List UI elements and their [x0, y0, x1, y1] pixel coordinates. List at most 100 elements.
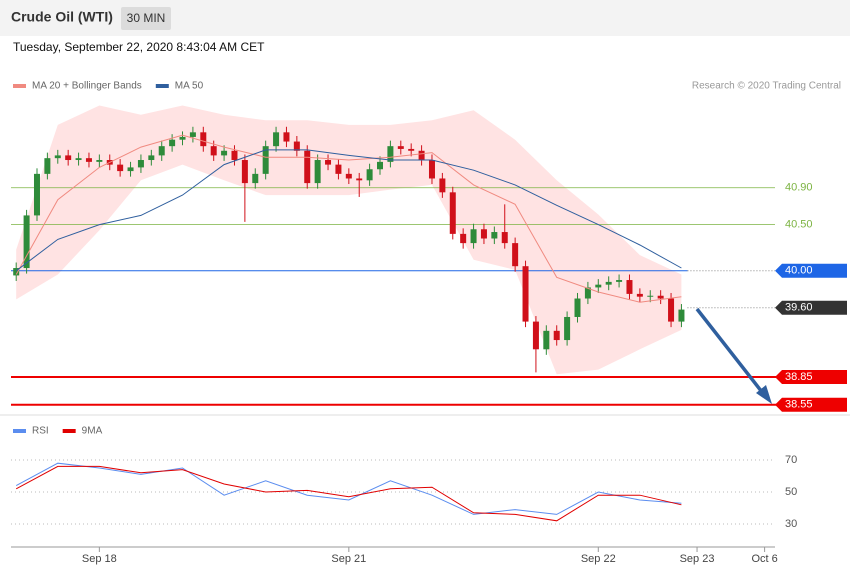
- rsi-panel: RSI 9MA 70 50 30 Sep 18 Sep 21 Sep 22 Sep 23 Oct …: [11, 426, 797, 565]
- candle-body: [65, 155, 72, 161]
- candle-body: [200, 132, 207, 147]
- legend-label: MA 50: [175, 81, 204, 92]
- candle-body: [491, 232, 498, 239]
- y-tick-label: 30: [785, 518, 797, 530]
- candle-body: [543, 330, 550, 350]
- candle-body: [54, 155, 61, 159]
- level-box: [775, 369, 847, 384]
- candle-body: [501, 232, 508, 244]
- candle-body: [595, 284, 602, 288]
- timestamp: Tuesday, September 22, 2020 8:43:04 AM C…: [13, 40, 265, 54]
- arrow-head: [756, 385, 772, 404]
- candle-body: [96, 160, 103, 162]
- candle-body: [314, 160, 321, 184]
- series-line: [15, 465, 682, 522]
- x-tick-label: Oct 6: [751, 553, 777, 565]
- level-box: [775, 397, 847, 412]
- candle-body: [335, 164, 342, 174]
- moving-average: [15, 149, 682, 272]
- candle-body: [428, 160, 435, 179]
- level-label: 40.50: [785, 219, 813, 231]
- legend-swatch: [155, 84, 169, 88]
- series-line: [15, 462, 682, 515]
- level-label: 40.00: [785, 265, 813, 277]
- candle-body: [522, 266, 529, 322]
- candle-body: [117, 164, 124, 172]
- candle-body: [626, 280, 633, 294]
- interval-box[interactable]: [121, 7, 171, 30]
- title: Crude Oil (WTI): [11, 9, 113, 25]
- level-label: 38.55: [785, 399, 813, 411]
- x-tick-label: Sep 18: [82, 553, 117, 565]
- candle-body: [210, 146, 217, 156]
- level-label: 40.90: [785, 182, 813, 194]
- candle-body: [564, 316, 571, 341]
- candle-body: [304, 150, 311, 184]
- candle-body: [252, 173, 259, 184]
- candle-body: [33, 173, 40, 216]
- legend-label: MA 20 + Bollinger Bands: [32, 81, 142, 92]
- candle-body: [169, 139, 176, 147]
- legend-swatch: [13, 84, 26, 88]
- candle-body: [23, 215, 30, 269]
- legend-swatch: [13, 429, 26, 433]
- candle-body: [647, 295, 654, 297]
- candle-body: [553, 330, 560, 341]
- candle-body: [657, 295, 664, 299]
- candle-body: [480, 229, 487, 239]
- candle-body: [231, 150, 238, 161]
- level-label: 38.85: [785, 371, 813, 383]
- candle-body: [44, 158, 51, 174]
- candle-body: [387, 146, 394, 162]
- candle-body: [532, 321, 539, 350]
- interval[interactable]: 30 MIN: [127, 11, 166, 25]
- price-panel: MA 20 + Bollinger Bands MA 50 40.90 40.50 40…: [11, 81, 847, 412]
- bollinger-band: [16, 105, 682, 375]
- candle-body: [418, 150, 425, 161]
- candle-body: [13, 268, 20, 276]
- legend-label: RSI: [32, 426, 49, 437]
- candle-body: [158, 146, 165, 156]
- candle-body: [179, 136, 186, 140]
- candle-body: [678, 309, 685, 322]
- candle-body: [325, 160, 332, 165]
- candle-body: [574, 298, 581, 317]
- level-box: [775, 263, 847, 278]
- candle-body: [221, 150, 228, 156]
- x-tick-label: Sep 21: [331, 553, 366, 565]
- candle-body: [584, 287, 591, 299]
- candle-body: [85, 158, 92, 162]
- x-tick-label: Sep 22: [581, 553, 616, 565]
- moving-average: [15, 134, 682, 303]
- candle-body: [273, 132, 280, 147]
- candle-body: [636, 293, 643, 297]
- legend-swatch: [62, 429, 76, 433]
- candle-body: [241, 160, 248, 184]
- candle-body: [366, 169, 373, 181]
- candle-body: [148, 155, 155, 161]
- candle-body: [377, 161, 384, 170]
- legend-label: 9MA: [82, 426, 103, 437]
- candle-body: [345, 173, 352, 179]
- y-tick-label: 50: [785, 486, 797, 498]
- candle-body: [449, 192, 456, 234]
- candle-body: [356, 178, 363, 181]
- candle-body: [137, 160, 144, 168]
- candle-body: [616, 280, 623, 282]
- candle-body: [408, 148, 415, 151]
- candle-body: [127, 167, 134, 172]
- candle-body: [397, 146, 404, 149]
- credit: Research © 2020 Trading Central: [692, 81, 841, 92]
- candle-body: [293, 141, 300, 151]
- candle-body: [460, 233, 467, 244]
- level-label: 39.60: [785, 302, 813, 314]
- candle-body: [512, 243, 519, 267]
- forecast-arrow: [695, 307, 764, 394]
- candle-body: [75, 158, 82, 161]
- y-tick-label: 70: [785, 454, 797, 466]
- candle-body: [470, 229, 477, 244]
- candle-body: [283, 132, 290, 142]
- candle-body: [189, 132, 196, 137]
- x-tick-label: Sep 23: [680, 553, 715, 565]
